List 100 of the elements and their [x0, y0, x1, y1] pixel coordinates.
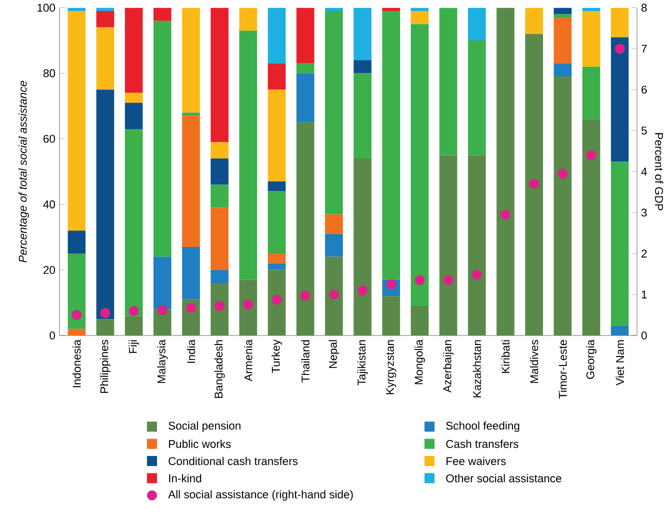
point — [472, 270, 482, 280]
point — [186, 303, 196, 314]
point — [414, 275, 425, 286]
bar — [525, 8, 543, 34]
y-tick-label: 60 — [44, 134, 56, 143]
bar — [153, 256, 172, 310]
bar — [610, 162, 629, 326]
bar — [268, 63, 286, 90]
bar — [410, 8, 429, 12]
bar — [325, 8, 343, 12]
bar — [182, 247, 200, 300]
legend-label: Public works — [169, 440, 231, 448]
bar — [382, 11, 400, 280]
y2-tick-label: 1 — [642, 290, 647, 298]
x-tick-label: Tajikistan — [357, 340, 368, 386]
bar — [68, 8, 86, 12]
bar — [468, 155, 486, 336]
bar — [382, 8, 400, 12]
bar — [554, 76, 572, 336]
y2-tick-label: 0 — [641, 332, 647, 340]
point — [529, 178, 540, 189]
bar — [182, 112, 200, 116]
bar — [354, 158, 372, 336]
bar — [153, 20, 172, 257]
bar — [124, 129, 143, 316]
bar — [582, 11, 600, 67]
y-tick-label: 0 — [50, 332, 56, 340]
bar — [410, 306, 429, 336]
x-tick-label: Nepal — [328, 340, 340, 368]
bar — [410, 11, 429, 24]
bar — [96, 11, 114, 28]
legend-label: All social assistance (right-hand side) — [168, 490, 353, 501]
x-tick-label: Armenia — [244, 340, 252, 382]
bar — [239, 280, 258, 336]
bar — [210, 184, 229, 208]
x-tick-label: Thailand — [301, 340, 310, 382]
x-tick-label: Fiji — [128, 340, 140, 353]
bar — [68, 230, 86, 254]
bar — [68, 11, 86, 231]
bar — [210, 142, 229, 159]
bar — [582, 66, 600, 120]
bar — [325, 11, 343, 214]
x-tick-label: Turkey — [272, 340, 282, 374]
legend-label: In-kind — [169, 474, 202, 482]
bar — [239, 8, 258, 31]
bar — [325, 234, 343, 257]
point — [558, 168, 568, 179]
bar — [124, 92, 143, 103]
y2-tick-label: 2 — [642, 250, 647, 258]
legend-label: Other social assistance — [446, 474, 562, 482]
bar — [268, 263, 286, 270]
x-tick-label: Viet Nam — [616, 340, 624, 386]
bar — [96, 319, 114, 336]
x-tick-label: Bangladesh — [214, 340, 225, 398]
point — [614, 44, 625, 54]
point — [128, 306, 139, 316]
bar — [439, 8, 458, 156]
x-tick-label: Azerbaijan — [443, 340, 454, 393]
bar — [210, 208, 229, 270]
bar — [610, 326, 629, 336]
bar — [268, 191, 286, 254]
y-tick-label: 20 — [44, 266, 56, 274]
bar — [410, 24, 429, 306]
bar — [354, 60, 372, 74]
y2-tick-label: 6 — [642, 86, 647, 94]
y-axis-title: Percentage of total social assistance — [18, 80, 29, 262]
bar — [68, 254, 86, 329]
bar — [468, 40, 486, 156]
y-tick-label: 80 — [43, 69, 56, 78]
bar — [554, 14, 572, 18]
bar — [554, 63, 572, 77]
y-tick-label: 100 — [38, 4, 56, 12]
y2-tick-label: 4 — [641, 168, 647, 176]
bar — [554, 18, 572, 64]
point — [586, 150, 596, 160]
bar — [582, 119, 600, 336]
y2-tick-label: 3 — [641, 208, 647, 217]
y-tick-label: 40 — [43, 200, 56, 208]
point — [100, 308, 110, 318]
bar — [610, 8, 629, 38]
bar — [354, 8, 372, 60]
bar — [582, 8, 600, 12]
bar — [210, 158, 229, 185]
bar — [68, 328, 86, 336]
bar — [439, 155, 458, 336]
legend-label: Conditional cash transfers — [168, 456, 298, 466]
y2-axis-title: Percent of GDP — [655, 133, 664, 210]
legend-label: Cash transfers — [446, 440, 518, 448]
bar — [496, 8, 514, 336]
y2-tick-label: 5 — [641, 126, 647, 135]
bar — [124, 102, 143, 130]
x-tick-label: Maldives — [530, 340, 538, 383]
x-tick-label: Indonesia — [72, 340, 81, 388]
x-tick-label: Georgia — [586, 340, 596, 379]
point — [272, 294, 282, 305]
bar — [268, 270, 286, 336]
point — [358, 285, 368, 296]
x-tick-label: Timor-Leste — [558, 340, 567, 399]
x-tick-label: Philippines — [100, 340, 110, 393]
bar — [296, 63, 314, 74]
